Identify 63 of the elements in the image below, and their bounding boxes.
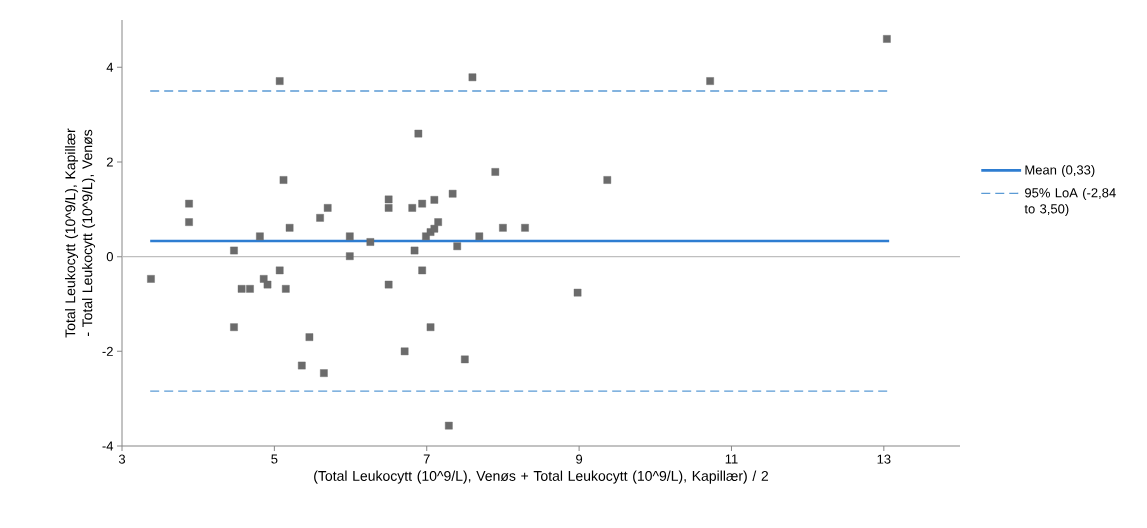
point bbox=[275, 77, 284, 85]
point bbox=[230, 323, 238, 331]
point bbox=[147, 275, 155, 283]
point bbox=[418, 266, 426, 275]
point bbox=[448, 189, 457, 198]
point bbox=[237, 285, 246, 293]
point bbox=[256, 232, 264, 241]
y-tick-label: -4 bbox=[102, 441, 114, 451]
point bbox=[418, 199, 426, 208]
point bbox=[185, 218, 193, 226]
point bbox=[603, 176, 612, 184]
point bbox=[185, 199, 193, 208]
point bbox=[410, 246, 419, 255]
point bbox=[316, 214, 324, 222]
point bbox=[298, 361, 306, 370]
point bbox=[320, 369, 328, 377]
x-tick-label: 11 bbox=[725, 454, 738, 464]
point bbox=[366, 238, 375, 246]
point bbox=[414, 129, 423, 138]
legend-label: Mean (0,33) bbox=[1025, 164, 1095, 178]
x-tick-label: 7 bbox=[423, 454, 430, 464]
point bbox=[883, 35, 891, 43]
point bbox=[384, 204, 393, 212]
y-tick-label: -2 bbox=[102, 346, 113, 356]
point bbox=[246, 285, 254, 293]
point bbox=[230, 246, 238, 255]
point bbox=[468, 73, 477, 82]
y-tick-label: 4 bbox=[106, 62, 114, 72]
point bbox=[384, 195, 393, 204]
y-tick-label: 0 bbox=[106, 252, 113, 262]
point bbox=[275, 266, 284, 275]
point bbox=[461, 355, 469, 364]
legend-label: 95% LoA (-2,84 to 3,50) bbox=[1024, 187, 1116, 216]
point bbox=[475, 232, 484, 241]
point bbox=[434, 218, 442, 226]
point bbox=[445, 421, 453, 430]
point bbox=[345, 252, 354, 260]
point bbox=[573, 288, 582, 297]
point bbox=[263, 280, 272, 289]
x-tick-label: 5 bbox=[271, 454, 278, 464]
point bbox=[285, 224, 294, 232]
point bbox=[279, 176, 288, 184]
point bbox=[453, 242, 462, 251]
point bbox=[282, 285, 290, 293]
point bbox=[305, 333, 314, 341]
point bbox=[323, 204, 332, 212]
point bbox=[706, 77, 714, 85]
point bbox=[521, 224, 529, 232]
y-axis-title: Total Leukocytt (10^9/L), Kapillær - Total Leukocytt (10^9/L), Venøs bbox=[65, 128, 96, 338]
point bbox=[430, 196, 439, 204]
point bbox=[408, 204, 417, 212]
x-tick-label: 3 bbox=[118, 454, 126, 464]
x-tick-label: 9 bbox=[576, 454, 583, 464]
point bbox=[491, 168, 500, 176]
point bbox=[430, 224, 439, 233]
x-tick-label: 13 bbox=[877, 454, 891, 464]
point bbox=[426, 323, 435, 331]
point bbox=[499, 224, 507, 232]
point bbox=[345, 232, 354, 241]
point bbox=[400, 347, 409, 356]
x-axis-title: (Total Leukocytt (10^9/L), Venøs + Total Leukocytt (10^9/L), Kapillær) / 2 bbox=[314, 470, 769, 484]
point bbox=[384, 280, 393, 289]
y-tick-label: 2 bbox=[106, 157, 113, 167]
